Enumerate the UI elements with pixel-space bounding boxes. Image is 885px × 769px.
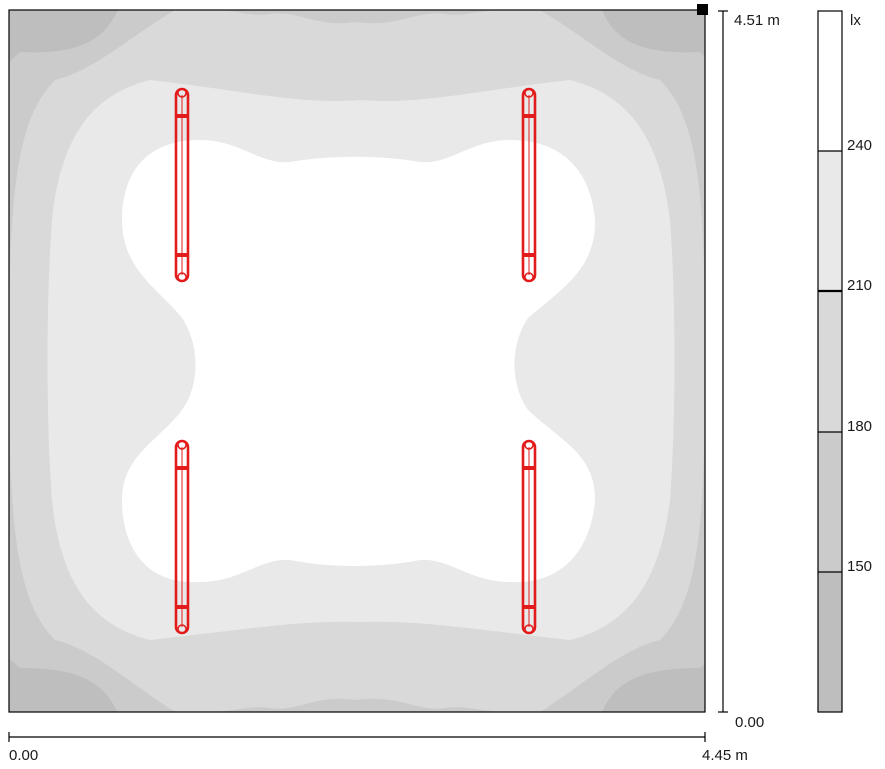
luminaire-bottom-right[interactable] — [521, 439, 537, 635]
legend-level-label: 180 — [847, 418, 872, 435]
luminaire-bottom-left[interactable] — [174, 439, 190, 635]
luminaire-marker — [524, 466, 534, 470]
luminaire-end-cap — [524, 624, 534, 634]
luminaire-end-cap — [177, 272, 187, 282]
illuminance-legend: lx 240 210 180 150 — [817, 10, 872, 713]
legend-band-180 — [818, 291, 842, 432]
luminaire-top-left[interactable] — [174, 87, 190, 283]
luminaire-end-cap — [524, 88, 534, 98]
luminaire-top-right[interactable] — [521, 87, 537, 283]
origin-x-label: 0.00 — [9, 747, 38, 764]
legend-band-lowest — [818, 572, 842, 712]
luminaire-marker — [177, 253, 187, 257]
luminaire-end-cap — [177, 88, 187, 98]
room-outline — [8, 9, 706, 713]
luminaire-end-cap — [524, 440, 534, 450]
legend-level-label: 240 — [847, 137, 872, 154]
legend-outline — [817, 10, 843, 713]
luminaire-end-cap — [177, 624, 187, 634]
luminaire-marker — [177, 466, 187, 470]
isolux-plot — [8, 4, 708, 713]
luminaire-marker — [524, 253, 534, 257]
horizontal-dimension: 0.00 4.45 m — [8, 732, 748, 764]
reference-corner-marker — [697, 4, 708, 15]
legend-level-label: 210 — [847, 277, 872, 294]
dimension-y-label: 4.51 m — [734, 12, 780, 29]
illuminance-band-240 — [122, 140, 596, 583]
origin-y-label: 0.00 — [735, 714, 764, 731]
luminaire-marker — [524, 114, 534, 118]
legend-unit-label: lx — [850, 12, 861, 29]
legend-level-label: 150 — [847, 558, 872, 575]
luminaire-marker — [177, 605, 187, 609]
legend-band-210 — [818, 151, 842, 291]
luminaire-end-cap — [524, 272, 534, 282]
luminaire-marker — [177, 114, 187, 118]
vertical-dimension: 4.51 m 0.00 — [718, 10, 780, 731]
dimension-x-label: 4.45 m — [702, 747, 748, 764]
legend-band-150 — [818, 432, 842, 572]
luminaire-end-cap — [177, 440, 187, 450]
luminaire-marker — [524, 605, 534, 609]
legend-band-240 — [818, 11, 842, 151]
